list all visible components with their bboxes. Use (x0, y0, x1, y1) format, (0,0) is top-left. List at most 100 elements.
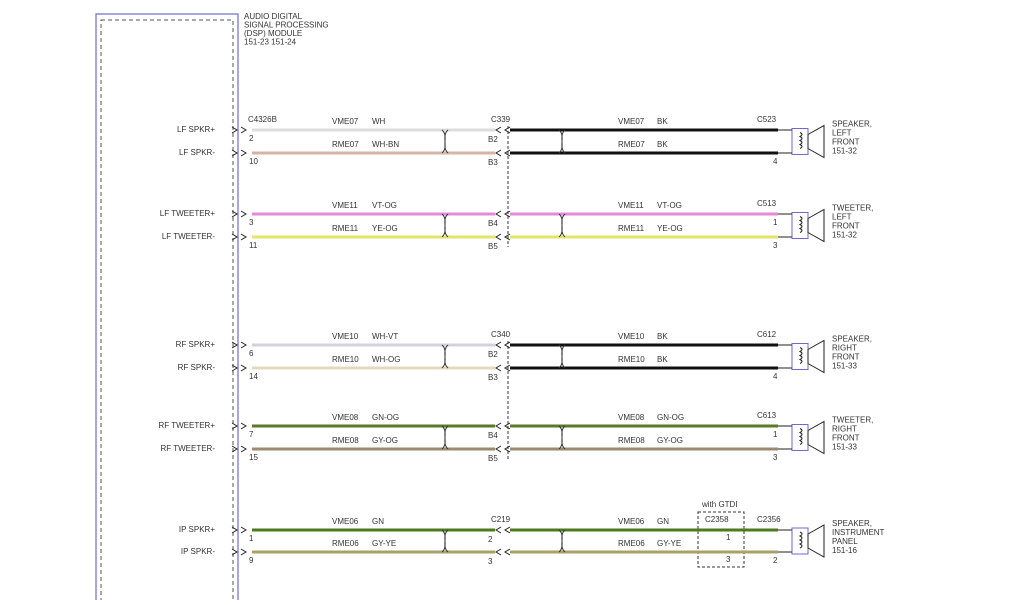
device-label: TWEETER, (832, 204, 873, 213)
pin-label: B5 (488, 454, 498, 463)
pin-label: 3 (488, 557, 493, 566)
color-code: GY-OG (372, 436, 398, 445)
connector-label: C340 (491, 330, 511, 339)
signal-label: LF SPKR+ (177, 125, 215, 134)
color-code: VT-OG (657, 201, 682, 210)
circuit-label: VME10 (332, 332, 359, 341)
twist (558, 129, 566, 154)
signal-label: RF TWEETER+ (158, 421, 215, 430)
pin-label: 9 (249, 556, 254, 565)
circuit-label: VME08 (618, 413, 645, 422)
twist (558, 344, 566, 369)
circuit-label: RME08 (618, 436, 645, 445)
module-box (95, 13, 239, 605)
connector-label: C4326B (248, 115, 277, 124)
pin-label: B3 (488, 373, 498, 382)
speaker-coil-box (791, 424, 809, 451)
device-label: TWEETER, (832, 416, 873, 425)
color-code: BK (657, 355, 668, 364)
pin-arrow (231, 149, 247, 157)
speaker-leads (778, 425, 792, 450)
signal-label: IP SPKR- (181, 547, 215, 556)
color-code: GY-YE (657, 539, 681, 548)
color-code: GN (657, 517, 669, 526)
device-label: RIGHT (832, 425, 857, 434)
twist (441, 529, 449, 553)
signal-label: IP SPKR+ (179, 525, 215, 534)
pin-arrow (231, 233, 247, 241)
pin-label: 4 (773, 372, 778, 381)
pin-label: 15 (249, 453, 258, 462)
device-label: SPEAKER, (832, 120, 872, 129)
speaker-cone (807, 124, 825, 159)
module-label: 151-23 151-24 (244, 38, 297, 47)
pin-label: 4 (773, 157, 778, 166)
twist (441, 344, 449, 369)
mid-arrow (495, 548, 511, 556)
speaker-coil-box (791, 343, 809, 370)
color-code: GY-OG (657, 436, 683, 445)
mid-arrow (495, 526, 511, 534)
circuit-label: VME07 (332, 117, 359, 126)
inline-note: with GTDI (701, 500, 738, 509)
pin-arrow (231, 422, 247, 430)
color-code: YE-OG (372, 224, 398, 233)
module-inner (100, 19, 234, 605)
pin-label: 11 (249, 241, 258, 250)
speaker-coil-box (791, 527, 809, 555)
connector-label: C513 (757, 199, 777, 208)
pin-label: B3 (488, 158, 498, 167)
device-label: INSTRUMENT (832, 528, 885, 537)
circuit-label: RME07 (618, 140, 645, 149)
color-code: YE-OG (657, 224, 683, 233)
circuit-label: RME06 (618, 539, 645, 548)
speaker-cone (807, 208, 825, 243)
speaker-coil-box (791, 212, 809, 239)
pin-label: B4 (488, 219, 498, 228)
speaker-coil (798, 428, 803, 445)
pin-arrow (231, 126, 247, 134)
pin-label: 2 (488, 535, 493, 544)
module-label: AUDIO DIGITAL (244, 12, 303, 21)
pin-label: 1 (249, 534, 254, 543)
color-code: WH-OG (372, 355, 400, 364)
circuit-label: RME10 (618, 355, 645, 364)
circuit-label: VME11 (332, 201, 358, 210)
signal-label: RF SPKR+ (176, 340, 216, 349)
signal-label: LF TWEETER- (162, 232, 216, 241)
device-label: 151-16 (832, 546, 857, 555)
signal-label: RF TWEETER- (160, 444, 215, 453)
device-label: 151-33 (832, 362, 857, 371)
pin-label: B5 (488, 242, 498, 251)
pin-arrow (231, 445, 247, 453)
speaker-leads (778, 213, 792, 238)
pin-label: 1 (726, 533, 731, 542)
color-code: BK (657, 140, 668, 149)
speaker-leads (778, 529, 792, 553)
speaker-leads (778, 344, 792, 369)
color-code: WH-VT (372, 332, 398, 341)
inline-connector (697, 511, 745, 568)
speaker-cone (807, 524, 825, 558)
pin-arrow (231, 364, 247, 372)
connector-label: C612 (757, 330, 777, 339)
signal-label: LF SPKR- (179, 148, 215, 157)
pin-label: 3 (726, 555, 731, 564)
pin-label: 3 (773, 241, 778, 250)
signal-label: LF TWEETER+ (160, 209, 216, 218)
pin-arrow (231, 341, 247, 349)
connector-label: C613 (757, 411, 777, 420)
twist (558, 213, 566, 238)
color-code: BK (657, 332, 668, 341)
device-label: FRONT (832, 138, 860, 147)
circuit-label: RME11 (618, 224, 645, 233)
pin-arrow (231, 548, 247, 556)
twist (441, 425, 449, 450)
circuit-label: VME06 (618, 517, 645, 526)
circuit-label: RME07 (332, 140, 359, 149)
speaker-coil (798, 347, 803, 364)
twist (441, 213, 449, 238)
pin-label: 2 (249, 134, 254, 143)
